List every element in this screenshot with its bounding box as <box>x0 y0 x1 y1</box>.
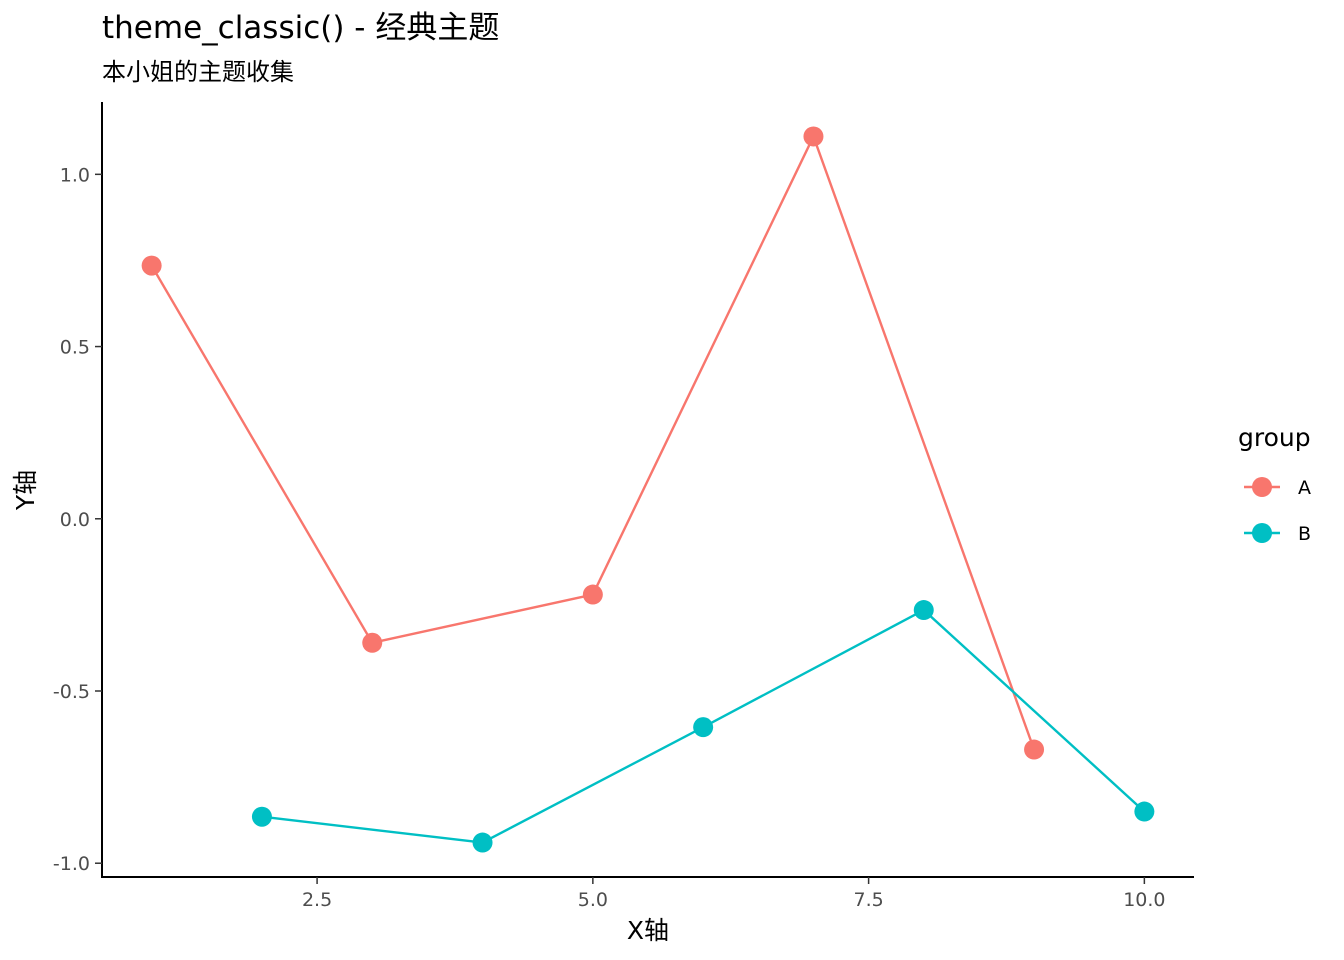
legend-key-point <box>1252 477 1272 497</box>
chart-title: theme_classic() - 经典主题 <box>102 10 499 46</box>
y-tick-label: 0.0 <box>60 509 90 531</box>
legend-label: B <box>1298 523 1311 545</box>
legend-item-B: B <box>1244 523 1311 545</box>
y-tick-label: 1.0 <box>60 164 90 186</box>
data-point-A <box>582 584 603 605</box>
x-axis-title: X轴 <box>627 916 669 945</box>
data-point-B <box>693 717 714 738</box>
data-point-B <box>913 600 934 621</box>
plot-area <box>141 126 1155 853</box>
y-tick-label: -0.5 <box>53 681 90 703</box>
data-point-A <box>803 126 824 147</box>
series-A <box>141 126 1045 760</box>
x-tick-label: 2.5 <box>302 889 332 911</box>
series-line-A <box>150 135 1036 750</box>
chart-subtitle: 本小姐的主题收集 <box>102 58 294 86</box>
legend: group A B <box>1238 423 1311 545</box>
legend-title: group <box>1238 423 1311 452</box>
y-axis-ticks: -1.0 -0.5 0.0 0.5 1.0 <box>53 164 102 875</box>
x-axis-ticks: 2.5 5.0 7.5 10.0 <box>302 877 1166 911</box>
series-B <box>251 600 1155 853</box>
data-point-B <box>472 832 493 853</box>
x-tick-label: 5.0 <box>578 889 608 911</box>
data-point-A <box>141 255 162 276</box>
y-axis-title: Y轴 <box>11 470 40 511</box>
data-point-A <box>1024 739 1045 760</box>
legend-item-A: A <box>1244 477 1311 499</box>
data-point-A <box>362 632 383 653</box>
data-point-B <box>251 806 272 827</box>
x-tick-label: 10.0 <box>1123 889 1165 911</box>
y-tick-label: 0.5 <box>60 337 90 359</box>
legend-label: A <box>1298 477 1311 499</box>
legend-key-point <box>1252 523 1272 543</box>
y-tick-label: -1.0 <box>53 853 90 875</box>
data-point-B <box>1134 801 1155 822</box>
x-tick-label: 7.5 <box>853 889 883 911</box>
